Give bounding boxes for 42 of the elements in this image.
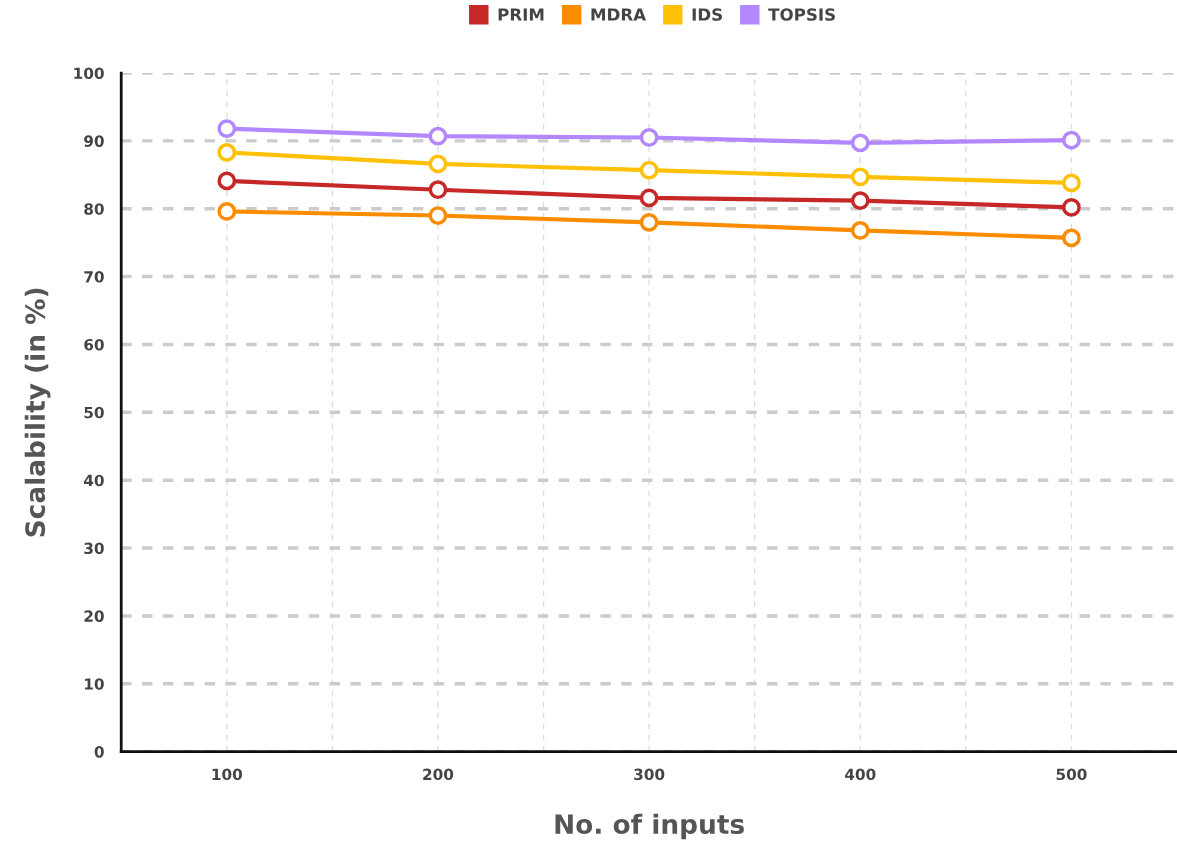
legend-label: MDRA	[591, 8, 647, 21]
point	[639, 160, 659, 180]
point	[217, 171, 237, 191]
y-tick-label: 70	[84, 271, 104, 283]
point	[428, 154, 448, 174]
y-tick-label: 90	[84, 135, 104, 147]
point	[1062, 198, 1081, 217]
y-tick-label: 20	[84, 610, 104, 622]
point	[639, 188, 659, 208]
point	[1062, 228, 1081, 248]
x-tick-label: 400	[845, 768, 876, 781]
x-tick-label: 300	[634, 768, 665, 781]
x-tick-label: 500	[1056, 768, 1087, 781]
point	[850, 167, 870, 187]
point	[639, 128, 659, 147]
y-tick-label: 0	[94, 746, 104, 758]
point	[1062, 130, 1081, 150]
point	[428, 206, 448, 225]
point	[850, 133, 870, 153]
y-tick-label: 40	[83, 474, 104, 487]
y-tick-label: 100	[74, 67, 104, 80]
point	[639, 212, 659, 232]
y-tick-label: 30	[84, 542, 104, 555]
point	[850, 191, 870, 210]
y-tick-label: 10	[85, 678, 104, 690]
y-axis-title: Scalability (in %)	[24, 288, 51, 537]
point	[217, 119, 237, 139]
y-tick-label: 50	[84, 406, 104, 419]
point	[217, 202, 237, 221]
y-tick-label: 80	[84, 203, 104, 215]
point	[850, 221, 870, 240]
point	[428, 126, 448, 146]
x-tick-label: 200	[423, 768, 454, 781]
legend-label: IDS	[692, 8, 722, 21]
y-tick-label: 60	[84, 338, 104, 351]
point	[428, 180, 448, 200]
x-axis-title: No. of inputs	[555, 813, 744, 840]
legend-label: TOPSIS	[768, 8, 835, 21]
x-tick-label: 100	[212, 768, 243, 781]
legend-label: PRIM	[498, 8, 544, 21]
point	[1062, 173, 1081, 193]
point	[217, 143, 237, 162]
